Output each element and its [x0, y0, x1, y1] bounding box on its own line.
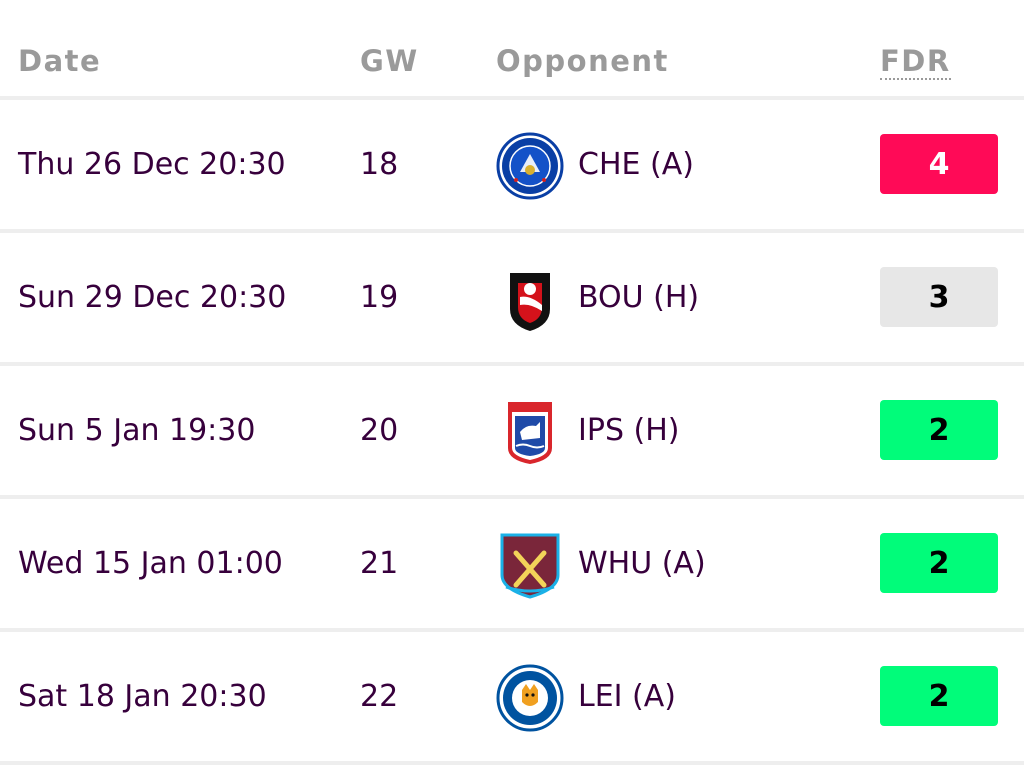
fixture-opponent: WHU (A) [578, 546, 706, 581]
fixture-opponent: BOU (H) [578, 280, 700, 315]
table-row: Sat 18 Jan 20:30 22 LEI (A) 2 [0, 632, 1024, 765]
fixture-opponent: CHE (A) [578, 147, 694, 182]
fdr-badge: 2 [880, 400, 998, 460]
fdr-badge: 2 [880, 666, 998, 726]
fixture-gameweek: 18 [360, 147, 399, 182]
fixture-gameweek: 22 [360, 679, 399, 714]
fixture-opponent: IPS (H) [578, 413, 680, 448]
opponent-column-header: Opponent [496, 44, 669, 78]
fixture-gameweek: 20 [360, 413, 399, 448]
date-column-header: Date [18, 44, 102, 78]
fdr-badge: 3 [880, 267, 998, 327]
table-row: Sun 29 Dec 20:30 19 BOU (H) 3 [0, 233, 1024, 366]
fixture-date: Thu 26 Dec 20:30 [18, 147, 286, 182]
table-row: Sun 5 Jan 19:30 20 IPS (H) 2 [0, 366, 1024, 499]
gw-column-header: GW [360, 44, 419, 78]
fixture-opponent: LEI (A) [578, 679, 676, 714]
ipswich-crest-icon [508, 402, 552, 464]
westham-crest-icon [500, 533, 560, 599]
chelsea-crest-icon [496, 132, 564, 200]
table-header: Date GW Opponent FDR [0, 0, 1024, 100]
bournemouth-crest-icon [510, 273, 550, 331]
fdr-badge: 4 [880, 134, 998, 194]
fixture-date: Sat 18 Jan 20:30 [18, 679, 267, 714]
fixture-date: Sun 29 Dec 20:30 [18, 280, 287, 315]
table-row: Thu 26 Dec 20:30 18 CHE (A) 4 [0, 100, 1024, 233]
fdr-badge: 2 [880, 533, 998, 593]
fixture-gameweek: 21 [360, 546, 399, 581]
leicester-crest-icon [496, 664, 564, 732]
table-row: Wed 15 Jan 01:00 21 WHU (A) 2 [0, 499, 1024, 632]
fixture-gameweek: 19 [360, 280, 399, 315]
fdr-column-header[interactable]: FDR [880, 44, 951, 80]
fixture-date: Sun 5 Jan 19:30 [18, 413, 256, 448]
fixture-date: Wed 15 Jan 01:00 [18, 546, 283, 581]
